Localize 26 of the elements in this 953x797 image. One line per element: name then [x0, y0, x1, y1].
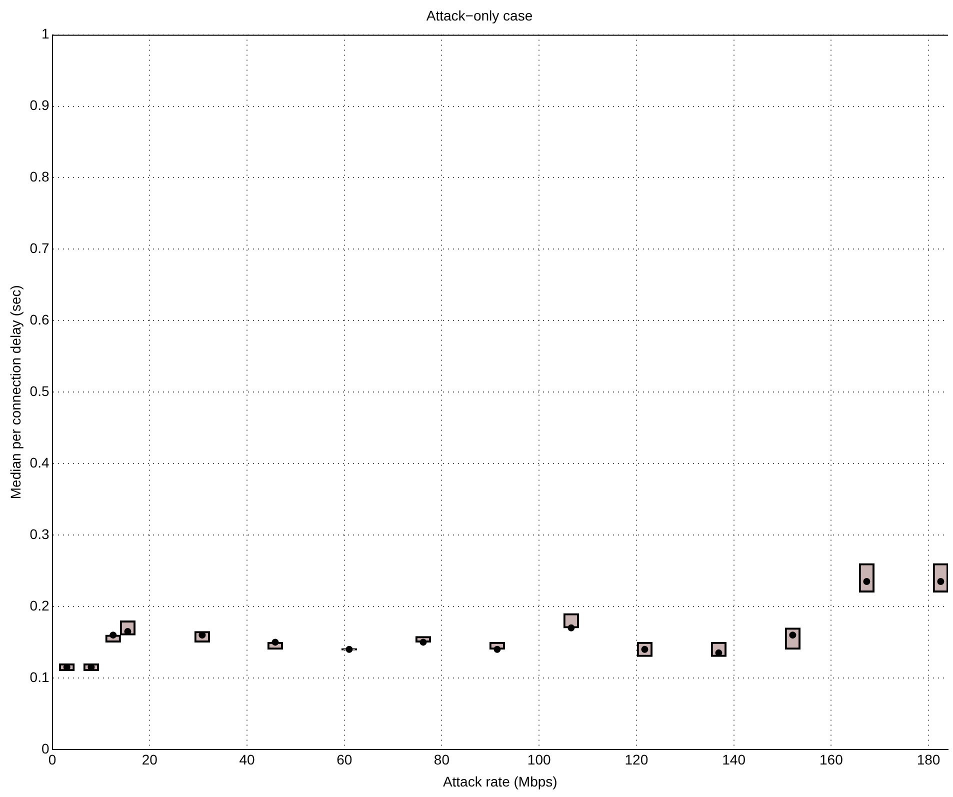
y-tick-label: 0.1 [30, 668, 50, 685]
y-tick-label: 0.6 [30, 312, 50, 328]
y-tick-label: 0.3 [30, 526, 50, 542]
x-tick-label: 80 [434, 752, 450, 768]
y-tick-label: 0.2 [30, 597, 50, 614]
x-tick-label: 20 [142, 752, 158, 768]
y-tick-label: 0.5 [30, 382, 50, 399]
x-tick-label: 140 [722, 752, 746, 768]
point [420, 638, 427, 646]
y-tick-label: 0.4 [30, 454, 50, 470]
x-tick-label: 60 [336, 752, 352, 768]
chart-title: Attack−only case [426, 7, 533, 24]
point [568, 624, 575, 632]
y-axis-title: Median per connection delay (sec) [7, 285, 24, 500]
x-tick-label: 160 [819, 752, 844, 768]
y-tick-label: 0.9 [30, 97, 50, 114]
x-axis-title: Attack rate (Mbps) [442, 773, 558, 790]
x-tick-label: 40 [239, 752, 255, 768]
y-tick-label: 1 [41, 26, 50, 42]
y-tick-label: 0.7 [30, 240, 50, 256]
x-tick-label: 100 [527, 752, 551, 768]
y-tick-label: 0 [41, 740, 50, 756]
y-tick-label: 0.8 [30, 168, 50, 185]
x-tick-label: 180 [916, 752, 940, 768]
point [346, 646, 353, 653]
x-tick-label: 120 [624, 752, 648, 768]
